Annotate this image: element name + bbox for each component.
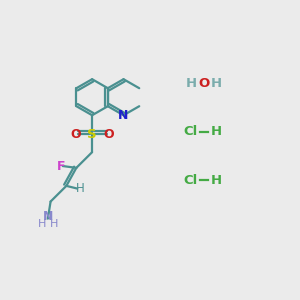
Text: Cl: Cl (184, 125, 198, 138)
Text: O: O (70, 128, 81, 141)
Text: O: O (103, 128, 114, 141)
Text: O: O (198, 77, 209, 90)
Text: H: H (76, 182, 84, 195)
Text: H: H (211, 125, 222, 138)
Text: H: H (211, 77, 222, 90)
Text: H: H (211, 174, 222, 187)
Text: S: S (87, 128, 97, 141)
Text: H: H (38, 219, 46, 229)
Text: H: H (50, 219, 58, 229)
Text: F: F (57, 160, 65, 172)
Text: N: N (118, 109, 129, 122)
Text: H: H (185, 77, 197, 90)
Text: N: N (43, 210, 53, 223)
Text: Cl: Cl (184, 174, 198, 187)
